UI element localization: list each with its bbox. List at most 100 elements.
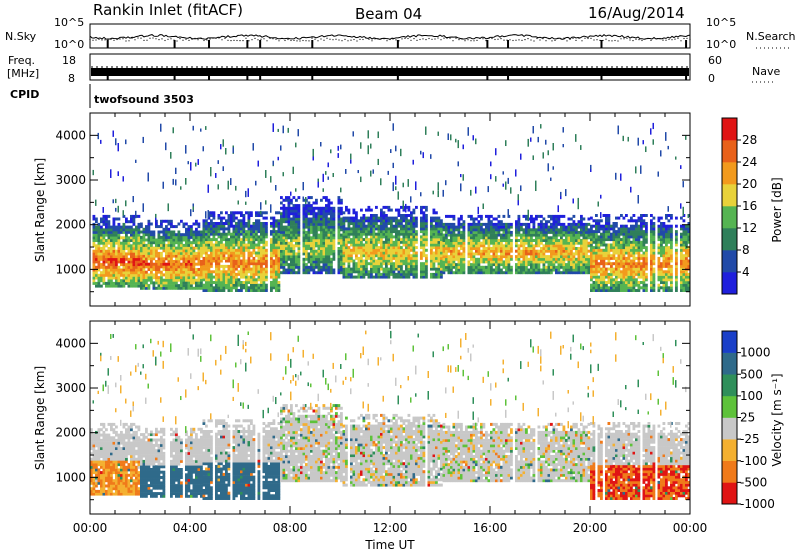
heatmap-cell [117,247,121,250]
heatmap-cell [490,265,493,269]
heatmap-cell [102,239,106,242]
heatmap-cell [387,235,391,239]
heatmap-cell [327,265,331,269]
heatmap-cell [327,255,331,259]
heatmap-cell [475,222,478,226]
heatmap-cell [597,256,601,260]
heatmap-cell [92,260,96,264]
heatmap-cell [245,262,248,266]
heatmap-cell [525,247,528,250]
heatmap-cell [175,233,178,237]
heatmap-cell [600,262,603,266]
heatmap-cell [435,240,438,244]
heatmap-cell [337,247,341,250]
heatmap-cell [502,214,506,218]
heatmap-cell [192,265,196,269]
heatmap-cell [192,241,196,245]
heatmap-cell [277,156,279,161]
heatmap-cell [395,259,398,263]
heatmap-cell [415,264,418,268]
heatmap-cell [492,268,496,272]
heatmap-cell [217,283,221,287]
heatmap-cell [312,212,316,216]
heatmap-cell [120,271,123,275]
heatmap-cell [155,268,158,271]
heatmap-cell [307,201,311,205]
heatmap-cell [307,233,311,237]
heatmap-cell [160,284,163,288]
heatmap-cell [235,278,238,282]
heatmap-cell [442,228,446,232]
heatmap-cell [282,263,286,267]
heatmap-cell [565,252,568,256]
heatmap-cell [567,228,571,232]
heatmap-cell [372,235,376,239]
heatmap-cell [515,265,518,269]
heatmap-cell [297,252,301,256]
heatmap-cell [220,238,223,242]
heatmap-cell [100,257,103,261]
heatmap-cell [282,252,286,256]
heatmap-cell [437,270,441,274]
heatmap-cell [340,228,343,232]
heatmap-cell [167,230,171,234]
heatmap-cell [280,145,282,151]
heatmap-cell [165,235,168,239]
heatmap-cell [225,240,228,244]
heatmap-cell [455,244,458,248]
heatmap-cell [460,183,462,192]
heatmap-cell [475,241,478,245]
heatmap-cell [505,230,508,234]
heatmap-cell [322,255,326,259]
heatmap-cell [205,235,208,239]
heatmap-cell [342,264,346,268]
heatmap-cell [507,244,511,248]
heatmap-cell [510,222,513,226]
heatmap-cell [320,230,323,234]
heatmap-cell [175,167,177,175]
heatmap-cell [272,267,276,271]
heatmap-cell [445,180,447,186]
heatmap-cell [397,238,401,242]
heatmap-cell [122,281,126,285]
heatmap-cell [367,232,371,236]
heatmap-cell [227,230,231,234]
heatmap-cell [315,260,318,264]
heatmap-cell [282,204,286,208]
heatmap-cell [147,246,151,250]
heatmap-cell [185,268,188,271]
heatmap-cell [557,255,561,259]
heatmap-cell [330,222,333,226]
heatmap-cell [467,260,471,264]
heatmap-cell [585,252,588,256]
heatmap-cell [222,256,226,260]
heatmap-cell [557,271,561,275]
heatmap-cell [162,233,166,237]
heatmap-cell [445,265,448,269]
heatmap-cell [517,271,521,275]
heatmap-cell [325,233,328,237]
heatmap-cell [287,233,291,237]
heatmap-cell [312,268,316,272]
heatmap-cell [155,273,158,277]
heatmap-cell [347,259,351,263]
heatmap-cell [452,225,456,229]
heatmap-cell [207,283,211,287]
heatmap-cell [167,276,171,280]
heatmap-cell [207,224,211,228]
heatmap-cell [537,244,541,248]
heatmap-cell [317,252,321,256]
heatmap-cell [237,230,241,234]
heatmap-cell [535,263,538,267]
heatmap-cell [525,217,528,221]
heatmap-cell [367,208,371,212]
heatmap-cell [202,267,206,271]
power-heatmap [92,122,691,292]
heatmap-cell [102,244,106,248]
heatmap-cell [337,255,341,259]
heatmap-cell [455,225,458,229]
heatmap-cell [195,235,198,239]
heatmap-cell [200,262,203,266]
heatmap-cell [515,236,518,240]
heatmap-cell [130,244,133,248]
